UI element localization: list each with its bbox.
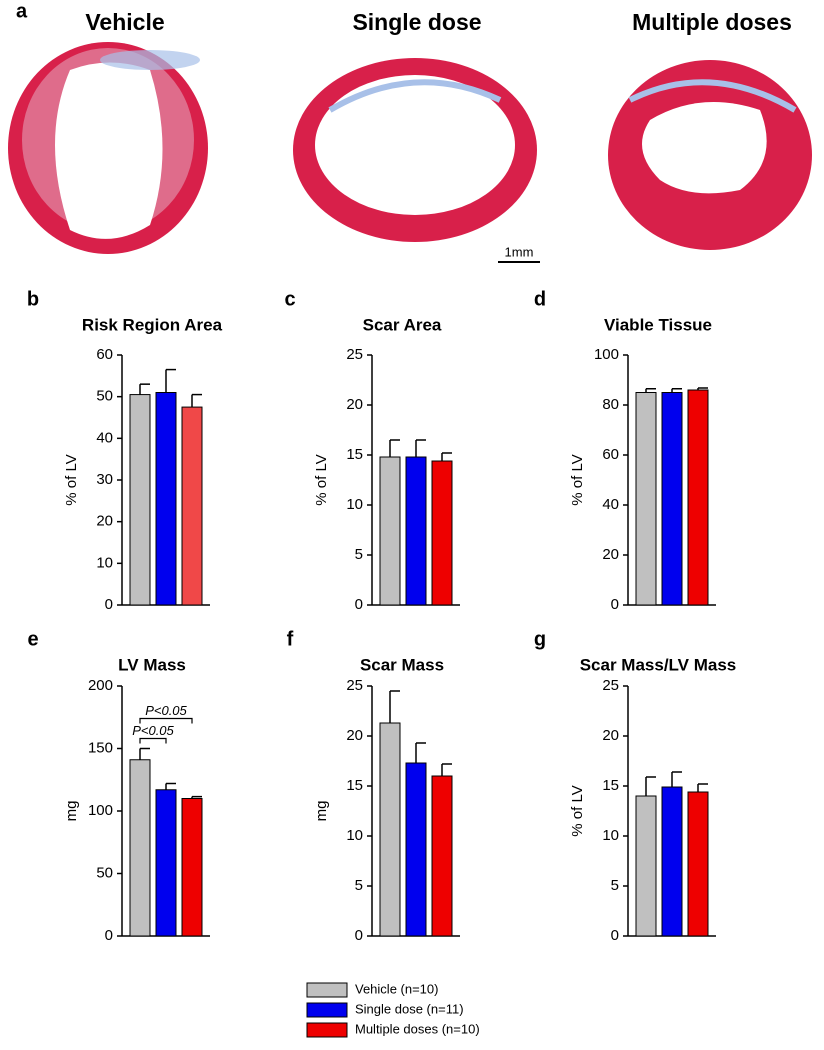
bar xyxy=(661,392,683,606)
y-tick-label: 40 xyxy=(602,496,619,513)
bar xyxy=(155,392,177,606)
histology-single-dose xyxy=(293,58,537,242)
legend-swatch xyxy=(306,982,348,998)
bar xyxy=(405,762,427,937)
bar xyxy=(635,795,657,937)
chart-title: Viable Tissue xyxy=(604,315,712,334)
y-axis-label: % of LV xyxy=(63,454,80,505)
panel-label: c xyxy=(284,288,295,310)
y-tick-label: 60 xyxy=(96,346,113,363)
legend-label: Vehicle (n=10) xyxy=(355,981,438,996)
y-tick-label: 0 xyxy=(355,596,363,613)
y-tick-label: 5 xyxy=(611,877,619,894)
y-tick-label: 15 xyxy=(346,777,363,794)
y-tick-label: 100 xyxy=(88,802,113,819)
bar xyxy=(379,722,401,937)
chart-title: Scar Area xyxy=(363,315,442,334)
panel-label: f xyxy=(287,628,294,650)
y-tick-label: 15 xyxy=(602,777,619,794)
panel-label: g xyxy=(534,628,546,650)
y-axis-label: % of LV xyxy=(569,785,586,836)
y-tick-label: 50 xyxy=(96,864,113,881)
y-tick-label: 0 xyxy=(105,596,113,613)
y-tick-label: 25 xyxy=(346,346,363,363)
y-tick-label: 30 xyxy=(96,471,113,488)
histology-vehicle xyxy=(8,42,208,254)
bar xyxy=(635,392,657,606)
bar xyxy=(405,456,427,606)
bar xyxy=(431,775,453,937)
y-tick-label: 20 xyxy=(346,727,363,744)
panel-label: a xyxy=(16,0,28,22)
image-title: Multiple doses xyxy=(632,9,792,35)
legend-swatch xyxy=(306,1022,348,1038)
panel-label: b xyxy=(27,288,39,310)
bar xyxy=(431,460,453,606)
bar xyxy=(687,791,709,937)
y-tick-label: 0 xyxy=(611,596,619,613)
annotation: P<0.05 xyxy=(145,703,187,718)
chart-title: Scar Mass xyxy=(360,655,444,674)
legend-label: Multiple doses (n=10) xyxy=(355,1021,480,1036)
y-tick-label: 200 xyxy=(88,677,113,694)
image-title: Vehicle xyxy=(85,9,164,35)
significance-bracket xyxy=(139,737,167,744)
y-axis-label: % of LV xyxy=(313,454,330,505)
y-tick-label: 10 xyxy=(346,496,363,513)
bar xyxy=(155,789,177,937)
scale-bar-label: 1mm xyxy=(505,244,534,259)
y-tick-label: 100 xyxy=(594,346,619,363)
y-tick-label: 10 xyxy=(346,827,363,844)
y-tick-label: 40 xyxy=(96,429,113,446)
annotation: P<0.05 xyxy=(132,723,174,738)
y-tick-label: 0 xyxy=(105,927,113,944)
panel-label: d xyxy=(534,288,546,310)
legend-label: Single dose (n=11) xyxy=(355,1001,464,1016)
y-tick-label: 60 xyxy=(602,446,619,463)
y-tick-label: 80 xyxy=(602,396,619,413)
chart-title: Scar Mass/LV Mass xyxy=(580,655,737,674)
histology-multiple-doses xyxy=(608,60,812,250)
chart-title: Risk Region Area xyxy=(82,315,223,334)
y-tick-label: 10 xyxy=(602,827,619,844)
legend-swatch xyxy=(306,1002,348,1018)
y-tick-label: 25 xyxy=(602,677,619,694)
y-tick-label: 20 xyxy=(602,546,619,563)
y-tick-label: 20 xyxy=(96,513,113,530)
y-tick-label: 50 xyxy=(96,388,113,405)
panel-label: e xyxy=(27,628,38,650)
y-tick-label: 10 xyxy=(96,554,113,571)
significance-bracket xyxy=(139,717,193,724)
bar xyxy=(129,394,151,606)
bar xyxy=(661,786,683,937)
y-tick-label: 5 xyxy=(355,546,363,563)
chart-title: LV Mass xyxy=(118,655,186,674)
y-tick-label: 15 xyxy=(346,446,363,463)
y-tick-label: 20 xyxy=(346,396,363,413)
y-tick-label: 0 xyxy=(355,927,363,944)
y-axis-label: mg xyxy=(63,801,80,822)
y-tick-label: 20 xyxy=(602,727,619,744)
image-title: Single dose xyxy=(352,9,481,35)
bar xyxy=(379,456,401,606)
y-axis-label: % of LV xyxy=(569,454,586,505)
y-axis-label: mg xyxy=(313,801,330,822)
y-tick-label: 150 xyxy=(88,739,113,756)
bar xyxy=(687,389,709,606)
bar xyxy=(129,759,151,937)
y-tick-label: 25 xyxy=(346,677,363,694)
y-tick-label: 5 xyxy=(355,877,363,894)
bar xyxy=(181,798,203,937)
y-tick-label: 0 xyxy=(611,927,619,944)
bar xyxy=(181,406,203,606)
